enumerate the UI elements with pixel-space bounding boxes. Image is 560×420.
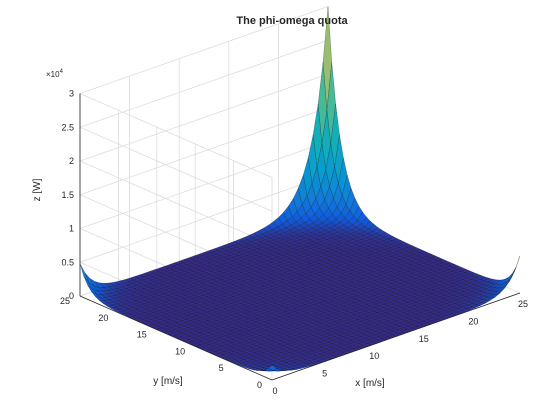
z-tick-label: 2 <box>69 156 74 166</box>
z-tick-label: 3 <box>69 89 74 99</box>
y-tick-label: 25 <box>60 296 70 306</box>
z-tick-label: 1.5 <box>61 190 74 200</box>
z-exponent-power: 4 <box>60 69 64 75</box>
x-tick-label: 10 <box>369 351 379 361</box>
x-axis-label: x [m/s] <box>355 378 385 389</box>
z-exponent-label: ×104 <box>46 69 64 79</box>
x-axis-line <box>271 292 521 381</box>
y-tick-label: 5 <box>219 363 224 373</box>
surface-cell <box>511 255 521 278</box>
grid-line <box>79 39 329 128</box>
grid-line <box>79 93 273 178</box>
z-tick-label: 0 <box>69 291 74 301</box>
x-tick-label: 15 <box>419 334 429 344</box>
x-tick-label: 5 <box>322 369 327 379</box>
z-tick-label: 2.5 <box>61 122 74 132</box>
surface-cell <box>79 263 89 283</box>
surface-cell <box>267 364 278 371</box>
z-tick-label: 0.5 <box>61 257 74 267</box>
z-tick-label: 1 <box>69 224 74 234</box>
chart-title: The phi-omega quota <box>236 15 348 27</box>
z-exponent-base: ×10 <box>46 70 60 79</box>
y-tick-label: 10 <box>175 346 185 356</box>
y-axis-label: y [m/s] <box>153 376 183 387</box>
surface-cell <box>507 266 517 283</box>
x-tick-label: 20 <box>468 316 478 326</box>
grid-line <box>79 174 329 263</box>
x-tick-label: 0 <box>272 386 277 396</box>
grid-line <box>79 141 329 229</box>
grid-line <box>79 107 329 196</box>
y-axis-line <box>79 295 273 381</box>
grid-line <box>79 126 273 212</box>
grid-line <box>79 73 329 162</box>
y-tick-label: 15 <box>137 330 147 340</box>
grid-line <box>79 160 273 246</box>
y-tick-label: 20 <box>98 313 108 323</box>
x-tick-label: 25 <box>518 299 528 309</box>
grid-line <box>79 6 329 94</box>
surface-mesh <box>79 6 521 372</box>
y-tick-label: 0 <box>257 380 262 390</box>
z-axis-label: z [W] <box>32 178 43 201</box>
